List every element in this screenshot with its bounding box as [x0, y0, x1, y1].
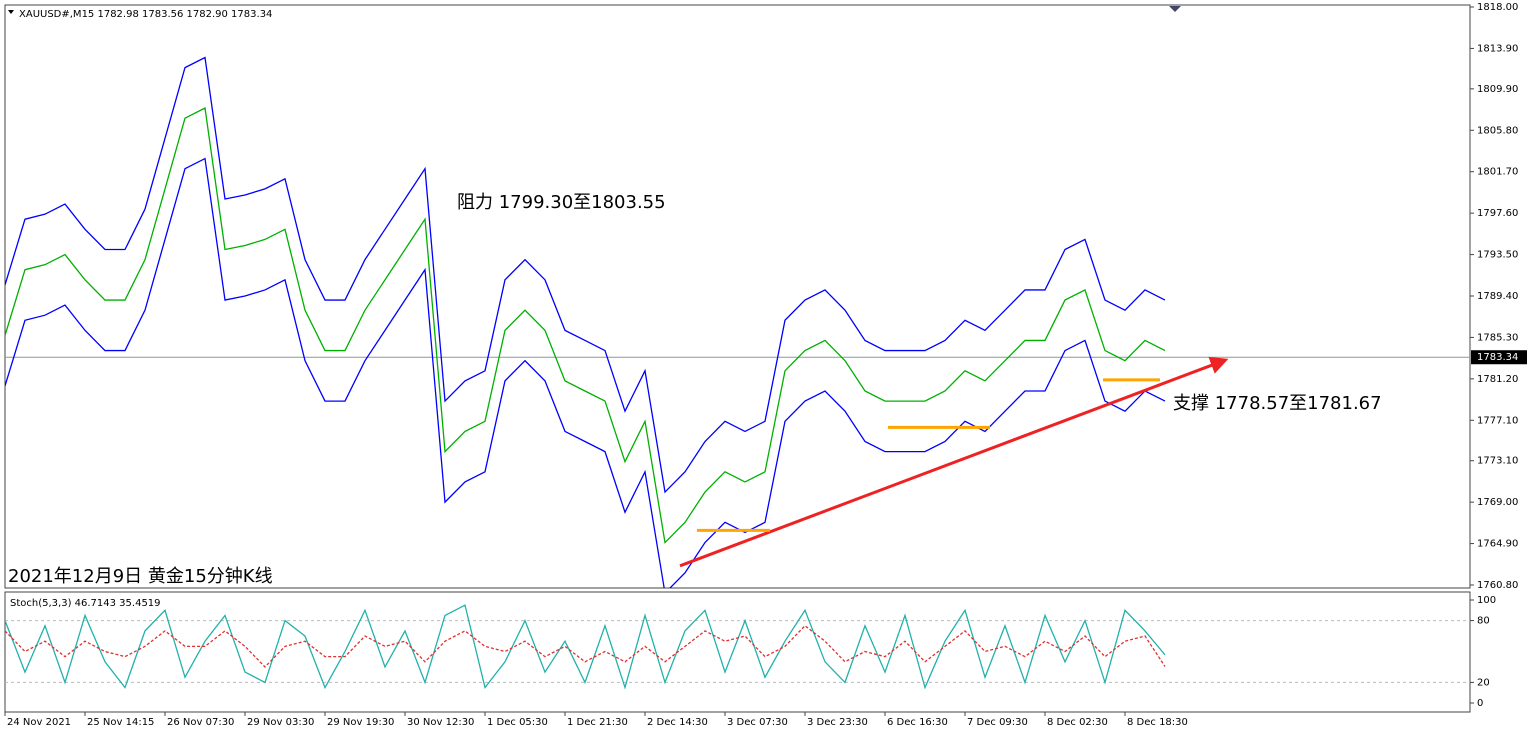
y-tick-label: 100 — [1477, 595, 1496, 606]
support-note: 支撑 1778.57至1781.67 — [1173, 393, 1382, 414]
y-tick-label: 1781.20 — [1477, 374, 1518, 385]
y-tick-label: 1818.00 — [1477, 2, 1518, 13]
y-tick-label: 1764.90 — [1477, 539, 1518, 550]
y-tick-label: 1797.60 — [1477, 208, 1518, 219]
y-tick-label: 1809.90 — [1477, 84, 1518, 95]
series-line — [5, 604, 1166, 690]
x-tick-label: 2 Dec 14:30 — [647, 717, 708, 728]
series-line — [5, 56, 1166, 494]
current-price-label: 1783.34 — [1477, 352, 1518, 363]
y-tick-label: 1785.30 — [1477, 332, 1518, 343]
x-tick-label: 8 Dec 18:30 — [1127, 717, 1188, 728]
y-tick-label: 1789.40 — [1477, 291, 1518, 302]
x-tick-label: 6 Dec 16:30 — [887, 717, 948, 728]
y-tick-label: 1801.70 — [1477, 167, 1518, 178]
y-tick-label: 1773.10 — [1477, 456, 1518, 467]
x-tick-label: 1 Dec 21:30 — [567, 717, 628, 728]
y-tick-label: 1805.80 — [1477, 125, 1518, 136]
x-tick-label: 29 Nov 19:30 — [327, 717, 394, 728]
y-tick-label: 1813.90 — [1477, 43, 1518, 54]
current-price-box — [1471, 350, 1527, 365]
x-tick-label: 3 Dec 07:30 — [727, 717, 788, 728]
stoch-title: Stoch(5,3,3) 46.7143 35.4519 — [10, 598, 161, 609]
series-line — [5, 107, 1166, 544]
stoch-frame — [4, 591, 1471, 713]
x-tick-label: 29 Nov 03:30 — [247, 717, 314, 728]
plot-area — [5, 56, 1470, 588]
x-tick-label: 8 Dec 02:30 — [1047, 717, 1108, 728]
y-tick-label: 1760.80 — [1477, 580, 1518, 591]
x-tick-label: 1 Dec 05:30 — [487, 717, 548, 728]
plot-area — [5, 604, 1470, 690]
x-tick-label: 7 Dec 09:30 — [967, 717, 1028, 728]
chart-caption: 2021年12月9日 黄金15分钟K线 — [8, 566, 273, 587]
trend-line — [679, 356, 1229, 568]
shift-marker — [1169, 6, 1181, 12]
menu-arrow — [8, 10, 14, 14]
y-tick-label: 0 — [1477, 698, 1483, 709]
x-tick-label: 25 Nov 14:15 — [87, 717, 154, 728]
series-line — [5, 624, 1166, 668]
header: XAUUSD#,M15 1782.98 1783.56 1782.90 1783… — [19, 9, 272, 20]
x-tick-label: 30 Nov 12:30 — [407, 717, 474, 728]
y-tick-label: 1769.00 — [1477, 497, 1518, 508]
x-tick-label: 26 Nov 07:30 — [167, 717, 234, 728]
y-tick-label: 80 — [1477, 616, 1490, 627]
resistance-note: 阻力 1799.30至1803.55 — [457, 192, 666, 213]
series-line — [5, 157, 1166, 588]
y-tick-label: 20 — [1477, 677, 1490, 688]
y-tick-label: 1793.50 — [1477, 250, 1518, 261]
x-tick-label: 3 Dec 23:30 — [807, 717, 868, 728]
y-tick-label: 1777.10 — [1477, 415, 1518, 426]
x-tick-label: 24 Nov 2021 — [7, 717, 71, 728]
